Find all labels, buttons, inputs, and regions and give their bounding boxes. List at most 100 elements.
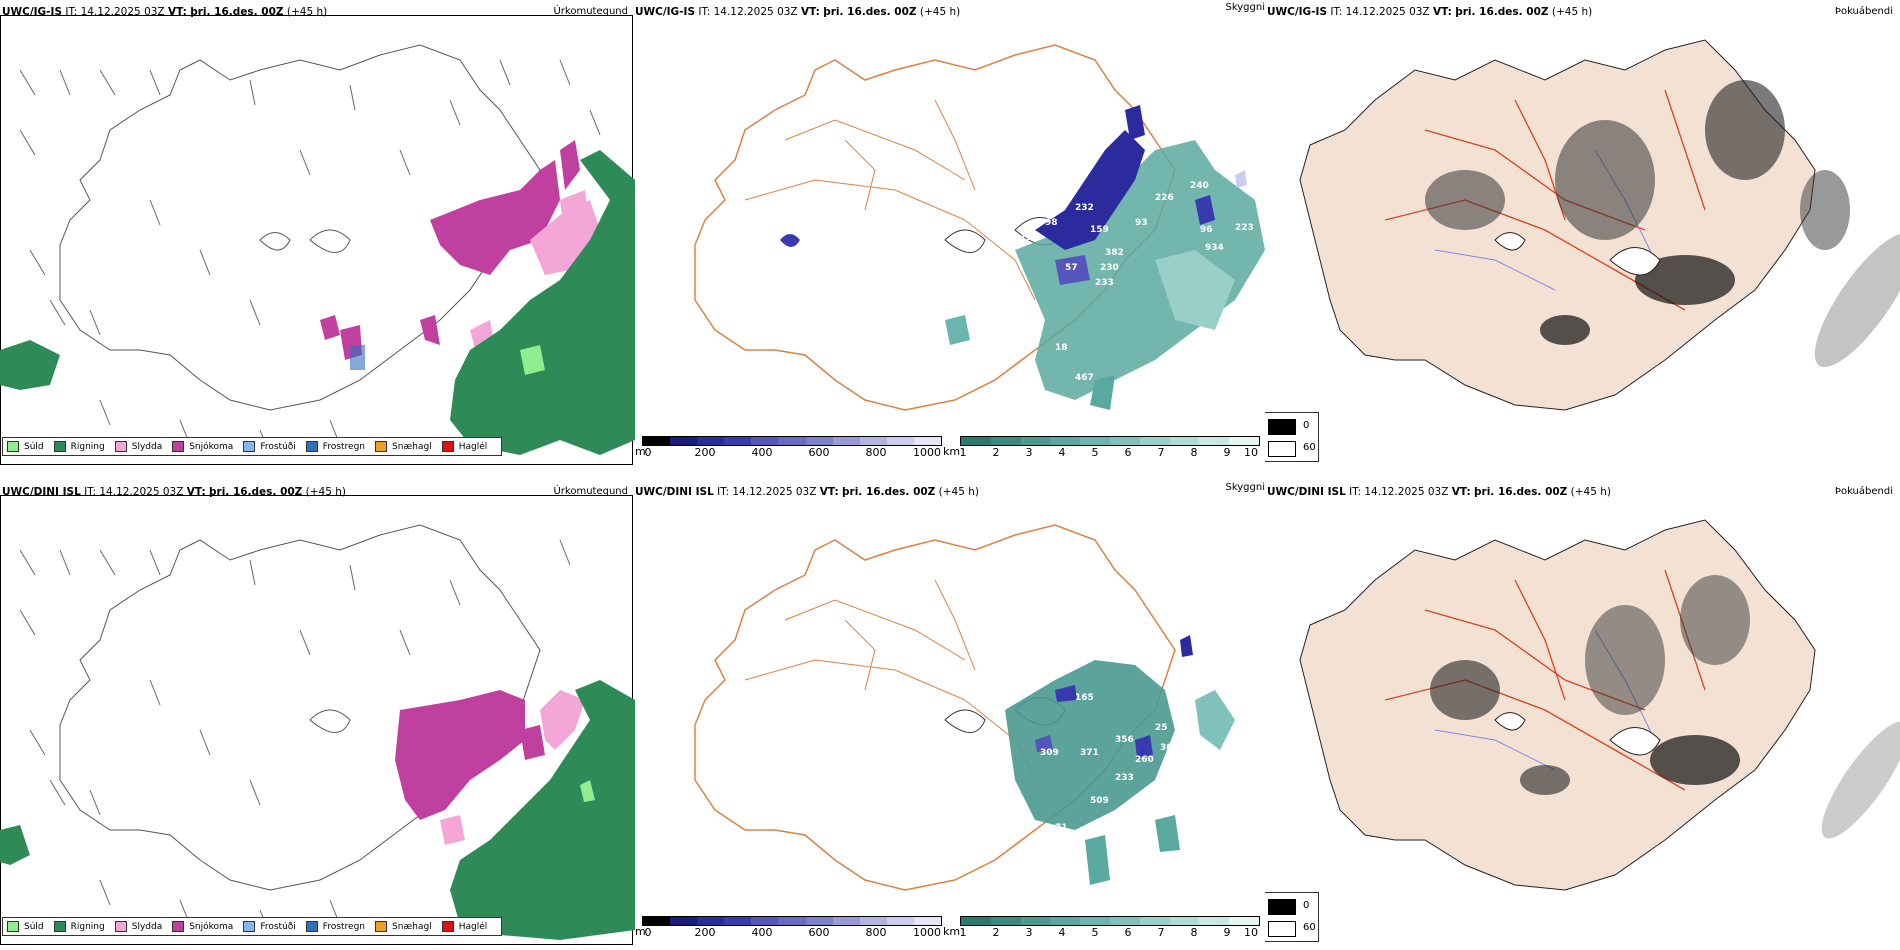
tick-label: 800 (865, 446, 887, 459)
tick-label: 600 (808, 926, 830, 939)
legend-item: Frostúði (243, 921, 296, 932)
row2-fog-map (1299, 519, 1900, 891)
legend-swatch (172, 441, 185, 452)
tick-label: 3 (1025, 926, 1033, 939)
legend-item: Snjókoma (172, 441, 233, 452)
tick-label: 7 (1157, 446, 1165, 459)
row2-cloud-base-label: 165 (1075, 693, 1094, 703)
tick-label: 5 (1091, 446, 1099, 459)
cloud-base-unit: m (635, 925, 646, 938)
legend-item: Haglél (441, 921, 487, 932)
row1-cloud-base-label: 96 (1200, 225, 1213, 235)
fog-legend: 0 60 (1265, 412, 1319, 462)
legend-swatch (305, 441, 318, 452)
legend-swatch (441, 921, 454, 932)
legend-item: Súld (7, 441, 44, 452)
row1-cloud-base-label: 226 (1155, 193, 1174, 203)
legend-item: Rigning (53, 441, 105, 452)
cloud-base-bar (642, 436, 942, 446)
row2-cloud-base-label: 30 (1160, 743, 1173, 753)
legend-swatch (243, 921, 256, 932)
row1-cloud-panel: 61 104 98 196 10 232 226 93 240 223 96 934 159 382 230… (635, 0, 1265, 470)
tick-label: 0 (644, 926, 652, 939)
row2-precip-header: UWC/DINI ISL IT: 14.12.2025 03Z VT: þri.… (2, 486, 346, 498)
tick-label: 8 (1190, 926, 1198, 939)
row1-fog-panel: UWC/IG-IS IT: 14.12.2025 03Z VT: þri. 16… (1265, 0, 1900, 470)
legend-swatch (375, 921, 388, 932)
row2-precip-map (0, 524, 635, 940)
legend-swatch (172, 921, 185, 932)
row2-fog-panel: UWC/DINI ISL IT: 14.12.2025 03Z VT: þri.… (1265, 480, 1900, 950)
row2-cloud-title: Skyggni (1225, 482, 1265, 493)
legend-item: Rigning (53, 921, 105, 932)
row1-fog-header: UWC/IG-IS IT: 14.12.2025 03Z VT: þri. 16… (1267, 6, 1593, 18)
row1-cloud-base-label: 57 (1065, 263, 1078, 273)
row1-cloud-base-label: 61 (1060, 133, 1073, 143)
tick-label: 4 (1058, 446, 1066, 459)
tick-label: 200 (694, 446, 716, 459)
legend-swatch (53, 921, 66, 932)
tick-label: 400 (751, 926, 773, 939)
visibility-colorbar: 1 2 3 4 5 6 7 8 9 10 (960, 436, 1260, 459)
legend-swatch (53, 441, 66, 452)
visibility-ticks: 1 2 3 4 5 6 7 8 9 10 (960, 446, 1260, 459)
legend-swatch (114, 441, 127, 452)
tick-label: 9 (1223, 926, 1231, 939)
legend-swatch (114, 921, 127, 932)
row2-cloud-base-label: 233 (1115, 773, 1134, 783)
row2-cloud-base-label: 71 (1055, 823, 1068, 833)
row2-cloud-base-label: 509 (1090, 796, 1109, 806)
visibility-unit: km (943, 925, 961, 938)
tick-label: 2 (992, 926, 1000, 939)
fog-legend: 0 60 (1265, 892, 1319, 942)
legend-item: Súld (7, 921, 44, 932)
row1-cloud-base-label: 233 (1095, 278, 1114, 288)
legend-item: Haglél (441, 441, 487, 452)
cloud-base-colorbar: 0 200 400 600 800 1000 (642, 916, 942, 939)
row1-cloud-title: Skyggni (1225, 2, 1265, 13)
tick-label: 6 (1124, 446, 1132, 459)
row2-cloud-header: UWC/DINI ISL IT: 14.12.2025 03Z VT: þri.… (635, 486, 979, 498)
visibility-bar (960, 436, 1260, 446)
row1-cloud-base-label: 230 (1100, 263, 1119, 273)
row1-cloud-base-label: 159 (1090, 225, 1109, 235)
fog-legend-swatch-0 (1268, 419, 1296, 435)
legend-swatch (375, 441, 388, 452)
row2-cloud-base-label: 260 (1135, 755, 1154, 765)
row1-precip-title: Úrkomutegund (553, 6, 628, 17)
legend-item: Frostregn (305, 441, 365, 452)
tick-label: 400 (751, 446, 773, 459)
row1-fog-title: Þokuábendi (1834, 6, 1893, 17)
tick-label: 8 (1190, 446, 1198, 459)
row2-precip-legend: Súld Rigning Slydda Snjókoma Frostúði Fr… (2, 917, 503, 936)
legend-swatch (305, 921, 318, 932)
row2-cloud-base-label: 356 (1115, 735, 1134, 745)
cloud-base-unit: m (635, 445, 646, 458)
tick-label: 2 (992, 446, 1000, 459)
cloud-base-ticks: 0 200 400 600 800 1000 (642, 926, 942, 939)
row1-precip-map (0, 44, 635, 456)
legend-item: Slydda (114, 441, 162, 452)
cloud-base-ticks: 0 200 400 600 800 1000 (642, 446, 942, 459)
fog-legend-swatch-0 (1268, 899, 1296, 915)
tick-label: 10 (1244, 926, 1258, 939)
row2-cloud-base-label: 309 (1040, 748, 1059, 758)
tick-label: 3 (1025, 446, 1033, 459)
row2-cloud-base-label: 30 (1065, 861, 1078, 871)
row1-cloud-base-label: 934 (1205, 243, 1224, 253)
visibility-ticks: 1 2 3 4 5 6 7 8 9 10 (959, 926, 1260, 939)
legend-item: Snæhagl (375, 921, 432, 932)
row2-fog-title: Þokuábendi (1834, 486, 1893, 497)
row1-cloud-base-label: 18 (1055, 343, 1068, 353)
tick-label: 600 (808, 446, 830, 459)
row1-fog-map (1299, 39, 1900, 411)
legend-swatch (243, 441, 256, 452)
tick-label: 1000 (913, 446, 941, 459)
tick-label: 1 (959, 926, 967, 939)
row2-precip-panel: UWC/DINI ISL IT: 14.12.2025 03Z VT: þri.… (0, 480, 635, 950)
tick-label: 0 (644, 446, 652, 459)
legend-item: Frostúði (243, 441, 296, 452)
row2-fog-header: UWC/DINI ISL IT: 14.12.2025 03Z VT: þri.… (1267, 486, 1611, 498)
row2-precip-title: Úrkomutegund (553, 486, 628, 497)
row1-cloud-base-label: 232 (1075, 203, 1094, 213)
